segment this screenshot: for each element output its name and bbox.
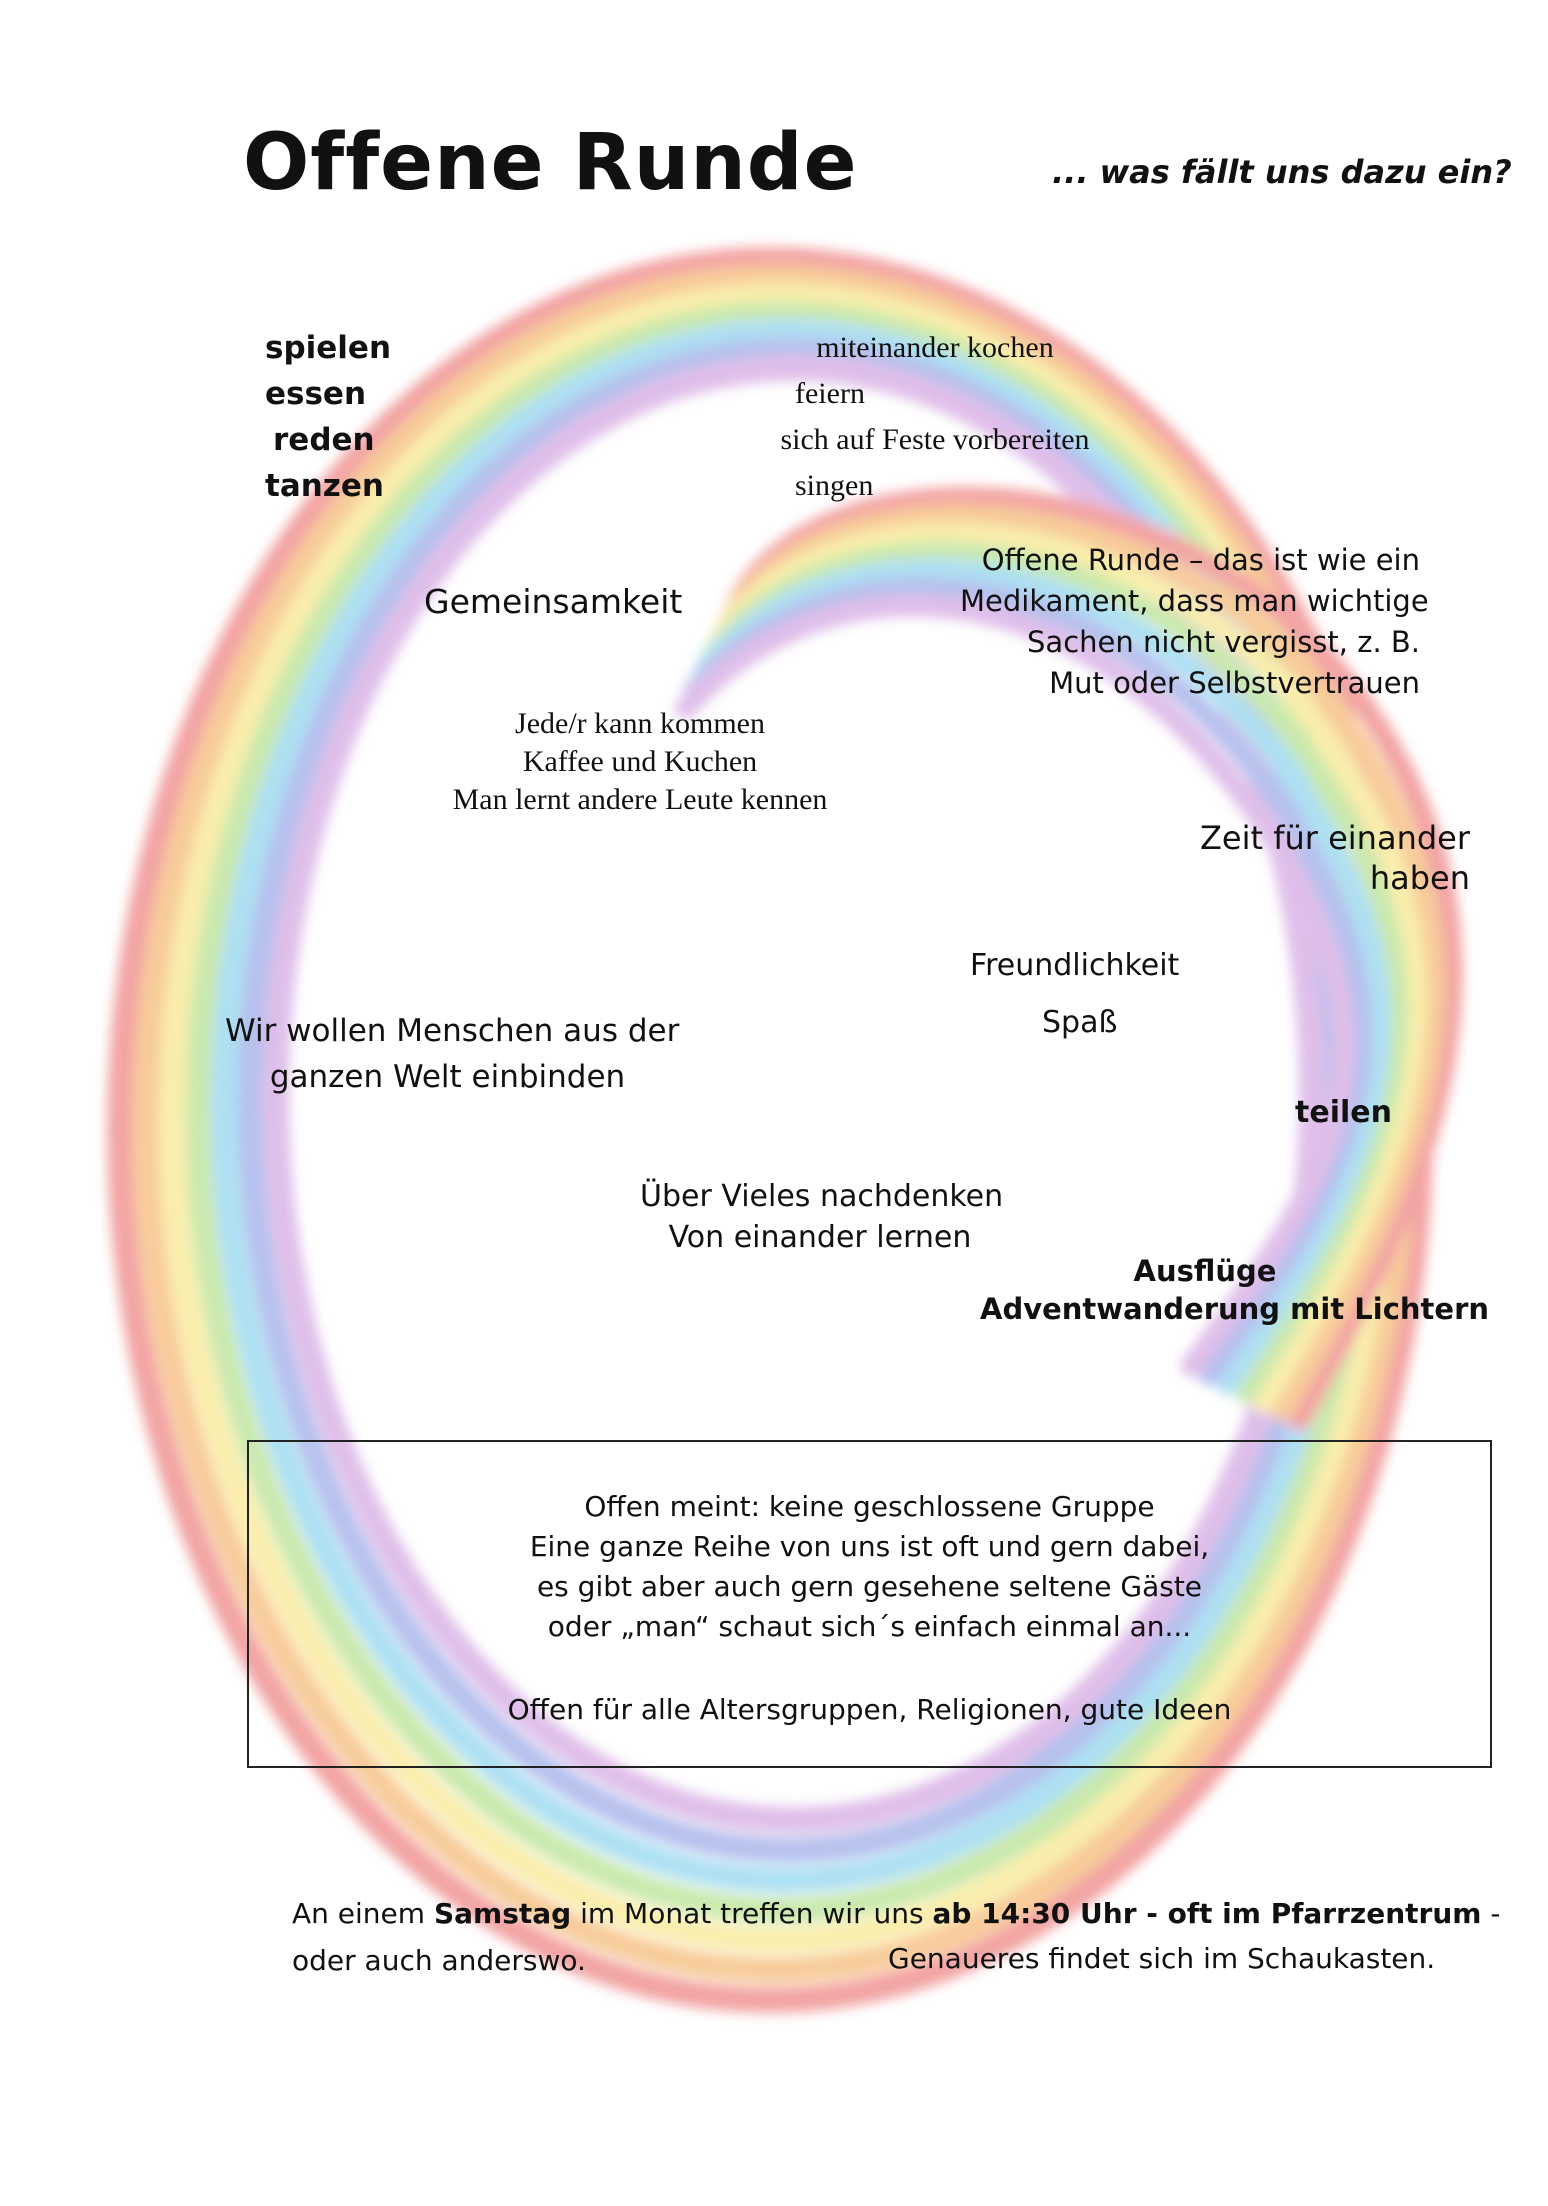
activity-item: spielen <box>265 330 392 366</box>
info-box-text: Offen meint: keine geschlossene Gruppe E… <box>247 1487 1492 1647</box>
page-subtitle: ... was fällt uns dazu ein? <box>1052 153 1512 191</box>
excursions-block: Ausflüge Adventwanderung mit Lichtern <box>980 1252 1490 1328</box>
quote-line: Sachen nicht vergisst, z. B. <box>1027 625 1420 659</box>
quote-line: Offene Runde – das ist wie ein <box>981 543 1420 577</box>
footer-text: An einem <box>292 1897 434 1930</box>
zeit-line: Zeit für einander <box>1200 819 1470 857</box>
rainbow-inner-band <box>711 522 1427 1413</box>
info-line: es gibt aber auch gern gesehene seltene … <box>536 1570 1203 1603</box>
activity-item: essen <box>265 376 367 412</box>
gemeinsamkeit-text: Gemeinsamkeit <box>424 582 683 621</box>
rainbow-inner-band <box>729 486 1463 1431</box>
rainbow-band <box>263 355 1325 1833</box>
ausflug-line: Adventwanderung mit Lichtern <box>980 1292 1490 1326</box>
serif-activities-list: miteinander kochen feiern sich auf Feste… <box>745 325 1125 509</box>
welt-line: ganzen Welt einbinden <box>269 1059 626 1095</box>
medicine-quote: Offene Runde – das ist wie ein Medikamen… <box>960 540 1429 704</box>
info-line: Offen meint: keine geschlossene Gruppe <box>584 1490 1155 1523</box>
rainbow-inner-band <box>720 504 1445 1422</box>
rainbow-inner-band <box>684 576 1373 1386</box>
zeit-line: haben <box>1369 859 1470 897</box>
friendliness-text: Freundlichkeit <box>970 948 1180 983</box>
activities-list: spielen essen reden tanzen <box>265 325 391 509</box>
whole-world-text: Wir wollen Menschen aus der ganzen Welt … <box>225 1008 680 1100</box>
info-line: Eine ganze Reihe von uns ist oft und ger… <box>529 1530 1210 1563</box>
serif-activity-item: miteinander kochen <box>816 331 1054 364</box>
time-for-each-other: Zeit für einander haben <box>1180 818 1470 898</box>
info-line: oder „man“ schaut sich´s einfach einmal … <box>547 1610 1192 1643</box>
share-text: teilen <box>1295 1095 1392 1130</box>
rainbow-inner-band <box>693 558 1391 1395</box>
welcome-line: Kaffee und Kuchen <box>522 745 758 778</box>
info-box-footer: Offen für alle Altersgruppen, Religionen… <box>507 1693 1232 1726</box>
serif-activity-item: singen <box>795 469 874 502</box>
footer-elsewhere: oder auch anderswo. <box>292 1944 586 1977</box>
info-box <box>247 1440 1492 1768</box>
footer-day: Samstag <box>433 1897 572 1930</box>
welt-line: Wir wollen Menschen aus der <box>225 1013 680 1049</box>
activity-item: tanzen <box>265 468 384 504</box>
rainbow-inner-band <box>675 594 1355 1377</box>
serif-activity-item: sich auf Feste vorbereiten <box>780 423 1090 456</box>
serif-activity-item: feiern <box>795 377 865 410</box>
footer-text: im Monat treffen wir uns <box>571 1897 933 1930</box>
rainbow-inner-band <box>702 540 1409 1404</box>
think-learn-block: Über Vieles nachdenken Von einander lern… <box>640 1176 1004 1258</box>
welcome-line: Jede/r kann kommen <box>515 707 765 740</box>
page-title: Offene Runde <box>243 118 858 208</box>
quote-line: Medikament, dass man wichtige <box>960 584 1429 618</box>
vieles-line: Über Vieles nachdenken <box>640 1179 1004 1214</box>
welcome-line: Man lernt andere Leute kennen <box>452 783 828 816</box>
footer-showcase: Genaueres findet sich im Schaukasten. <box>888 1942 1436 1975</box>
footer-text: - <box>1481 1897 1501 1930</box>
meeting-info-line: An einem Samstag im Monat treffen wir un… <box>292 1897 1500 1930</box>
fun-text: Spaß <box>1042 1005 1118 1040</box>
vieles-line: Von einander lernen <box>668 1220 972 1255</box>
ausflug-line: Ausflüge <box>1133 1254 1277 1288</box>
quote-line: Mut oder Selbstvertrauen <box>1049 666 1420 700</box>
everyone-welcome-block: Jede/r kann kommen Kaffee und Kuchen Man… <box>410 705 870 819</box>
footer-time-place: ab 14:30 Uhr - oft im Pfarrzentrum <box>932 1897 1482 1930</box>
activity-item: reden <box>273 422 375 458</box>
